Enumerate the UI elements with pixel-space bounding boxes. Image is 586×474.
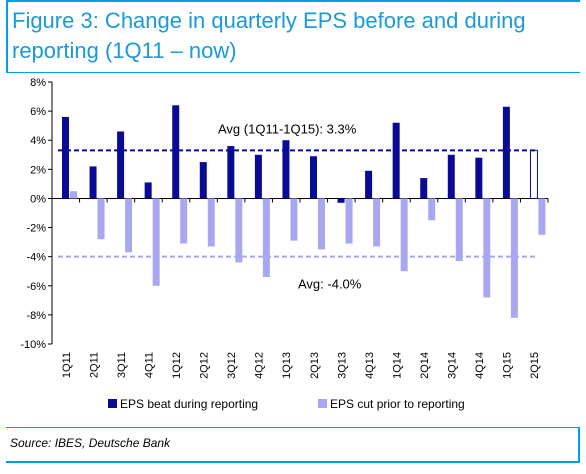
- avg-label-cut: Avg: -4.0%: [298, 277, 362, 292]
- bar-beat: [502, 106, 510, 199]
- bar-cut: [152, 198, 160, 286]
- bar-beat: [227, 146, 235, 199]
- x-tick-label: 1Q12: [171, 352, 183, 379]
- y-tick-label: -2%: [26, 223, 46, 235]
- source-top-rule: [6, 427, 580, 428]
- x-tick-label: 4Q14: [474, 352, 486, 379]
- bar-cut: [290, 198, 298, 241]
- chart-canvas: 8% 6% 4% 2% 0% -2% -4% -6% -8% -10% 1Q11 2Q11 3Q11 4Q…: [20, 77, 549, 411]
- frame-left-rule: [6, 0, 8, 72]
- x-tick-label: 3Q14: [447, 352, 459, 379]
- bar-cut: [180, 198, 188, 244]
- bar-beat: [420, 178, 428, 199]
- y-tick-label: 6%: [30, 106, 46, 118]
- bar-beat: [282, 140, 290, 199]
- x-tick-label: 1Q11: [61, 352, 73, 378]
- y-tick-label: -8%: [26, 310, 46, 322]
- x-tick-label: 1Q13: [281, 352, 293, 379]
- bar-beat: [365, 170, 373, 199]
- y-tick-label: 4%: [30, 135, 46, 147]
- x-tick-label: 2Q11: [88, 352, 100, 378]
- y-tick-label: -10%: [20, 339, 46, 351]
- legend-label-beat: EPS beat during reporting: [120, 397, 258, 411]
- bar-cut: [373, 198, 381, 247]
- bar-beat: [310, 156, 317, 199]
- bar-cut: [345, 198, 353, 244]
- x-tick-label: 4Q11: [143, 352, 155, 378]
- x-tick-label: 1Q14: [391, 352, 403, 379]
- bar-cut: [262, 198, 270, 278]
- axis-layer: 8% 6% 4% 2% 0% -2% -4% -6% -8% -10% 1Q11 2Q11 3Q11 4Q…: [20, 77, 549, 379]
- legend-swatch-beat: [108, 399, 117, 408]
- x-tick-label: 2Q15: [529, 352, 541, 379]
- x-tick-label: 3Q13: [336, 352, 348, 379]
- x-tick-label: 2Q13: [309, 352, 321, 379]
- x-tick-label: 4Q13: [364, 352, 376, 379]
- bar-cut: [538, 198, 546, 235]
- y-tick-label: 0%: [30, 193, 46, 205]
- chart-title: Figure 3: Change in quarterly EPS before…: [12, 8, 526, 63]
- bar-beat: [89, 166, 97, 199]
- bar-beat: [62, 116, 69, 199]
- y-tick-label: 8%: [30, 77, 46, 89]
- frame-bottom-rule: [6, 461, 580, 463]
- bar-beat: [529, 149, 538, 199]
- x-tick-label: 4Q12: [254, 352, 266, 379]
- bar-beat: [337, 198, 345, 203]
- bar-cut: [318, 198, 325, 250]
- x-tick-label: 2Q12: [199, 352, 211, 379]
- x-tick-label: 2Q14: [419, 352, 431, 379]
- source-note: Source: IBES, Deutsche Bank: [10, 436, 171, 450]
- bar-cut: [70, 191, 77, 199]
- bar-cut: [400, 198, 408, 272]
- legend-label-cut: EPS cut prior to reporting: [330, 397, 465, 411]
- bar-cut: [207, 198, 215, 247]
- bar-cut: [510, 198, 518, 318]
- x-tick-label: 3Q12: [226, 352, 238, 379]
- bars-layer: [62, 105, 546, 318]
- bar-cut: [428, 198, 436, 221]
- bar-cut: [455, 198, 463, 262]
- y-tick-label: -4%: [26, 252, 46, 264]
- x-tick-label: 3Q11: [116, 352, 128, 378]
- title-divider: [6, 72, 580, 73]
- avg-label-beat: Avg (1Q11-1Q15): 3.3%: [218, 121, 357, 136]
- bar-cut: [235, 198, 243, 263]
- y-tick-label: -6%: [26, 281, 46, 293]
- legend: EPS beat during reporting EPS cut prior …: [108, 397, 465, 411]
- bar-cut: [483, 198, 491, 298]
- bar-beat: [475, 157, 483, 199]
- bar-beat: [392, 122, 400, 199]
- bar-beat: [254, 154, 262, 199]
- bar-beat: [172, 105, 180, 199]
- y-tick-label: 2%: [30, 164, 46, 176]
- bar-beat: [117, 131, 125, 199]
- x-tick-label: 1Q15: [502, 352, 514, 379]
- bar-beat: [199, 162, 207, 199]
- frame-top-rule: [6, 0, 580, 2]
- bar-cut: [97, 198, 105, 240]
- bar-cut: [125, 198, 133, 253]
- bar-beat: [144, 182, 152, 199]
- reference-lines-layer: Avg (1Q11-1Q15): 3.3% Avg: -4.0%: [58, 121, 538, 292]
- frame-right-rule: [578, 428, 580, 463]
- legend-swatch-cut: [318, 399, 327, 408]
- bar-beat: [447, 154, 455, 199]
